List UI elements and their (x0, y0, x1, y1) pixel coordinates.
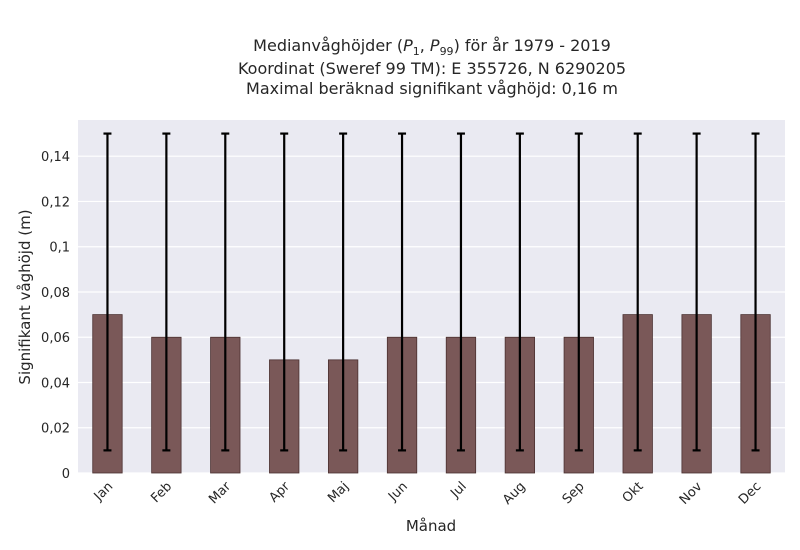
y-tick-label: 0,06 (41, 331, 70, 346)
plot-area (78, 120, 785, 473)
chart-title-line-1: Medianvåghöjder (P1, P99) för år 1979 - … (253, 36, 611, 58)
error-bars (103, 132, 760, 452)
y-axis-label: Signifikant våghöjd (m) (16, 209, 34, 384)
x-tick-label: Okt (620, 479, 647, 506)
chart-title-line-2: Koordinat (Sweref 99 TM): E 355726, N 62… (238, 59, 626, 78)
x-tick-label: Maj (325, 479, 352, 506)
y-tick-labels: 0 0,02 0,04 0,06 0,08 0,1 0,12 0,14 (41, 150, 70, 482)
gridlines (78, 155, 785, 474)
y-tick-label: 0 (62, 467, 70, 482)
x-tick-label: Nov (677, 479, 706, 508)
x-tick-label: Apr (267, 479, 294, 506)
x-tick-label: Jun (385, 479, 411, 505)
x-axis-label: Månad (406, 517, 456, 535)
x-tick-label: Jul (447, 479, 469, 501)
x-tick-label: Mar (206, 479, 234, 507)
y-tick-label: 0,08 (41, 286, 70, 301)
x-tick-label: Aug (500, 479, 529, 508)
x-tick-label: Dec (736, 479, 764, 507)
x-tick-labels: Jan Feb Mar Apr Maj Jun Jul Aug Sep Okt Nov Dec (91, 479, 765, 508)
y-tick-label: 0,1 (49, 241, 70, 256)
y-tick-label: 0,12 (41, 195, 70, 210)
x-tick-label: Jan (91, 479, 116, 504)
chart-title-line-3: Maximal beräknad signifikant våghöjd: 0,… (246, 79, 618, 98)
x-tick-label: Feb (148, 479, 175, 506)
y-tick-label: 0,14 (41, 150, 70, 165)
y-tick-label: 0,04 (41, 376, 70, 391)
y-tick-label: 0,02 (41, 422, 70, 437)
x-tick-label: Sep (560, 479, 588, 507)
